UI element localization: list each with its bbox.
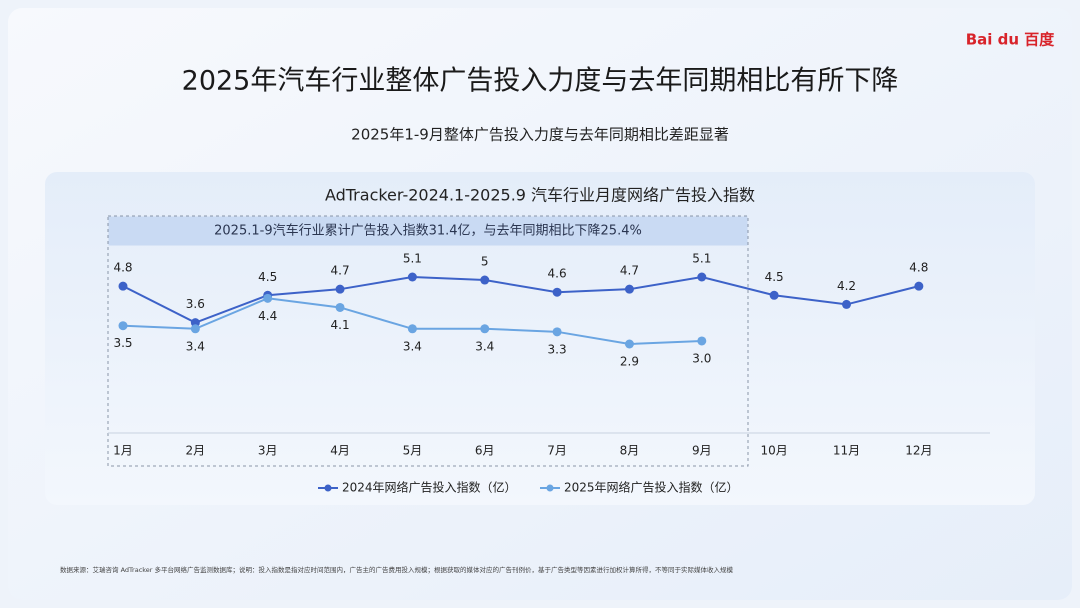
- data-point: [118, 281, 128, 291]
- x-tick-label: 12月: [905, 444, 932, 458]
- data-label: 4.5: [765, 270, 784, 284]
- data-label: 3.4: [403, 339, 422, 353]
- data-point: [697, 272, 707, 282]
- data-label: 4.6: [548, 267, 567, 281]
- x-tick-label: 8月: [620, 444, 640, 458]
- data-point: [624, 339, 634, 349]
- data-label: 4.4: [258, 309, 277, 323]
- x-tick-label: 6月: [475, 444, 495, 458]
- x-tick-label: 10月: [761, 444, 788, 458]
- data-label: 3.3: [548, 342, 567, 356]
- data-label: 3.0: [692, 351, 711, 365]
- title: 2025年汽车行业整体广告投入力度与去年同期相比有所下降: [182, 66, 899, 97]
- chart-panel: [45, 172, 1035, 505]
- data-point: [552, 327, 562, 337]
- logo: Bai du 百度: [966, 31, 1056, 49]
- x-tick-label: 7月: [547, 444, 567, 458]
- data-point: [118, 321, 128, 331]
- data-label: 5: [481, 255, 489, 269]
- subtitle: 2025年1-9月整体广告投入力度与去年同期相比差距显著: [351, 126, 729, 144]
- legend-dot: [546, 484, 554, 492]
- highlight-box: [107, 215, 749, 467]
- x-tick-label: 1月: [113, 444, 133, 458]
- data-point: [190, 324, 200, 334]
- source-note: 数据来源：艾瑞咨询 AdTracker 多平台网络广告监测数据库；说明：投入指数…: [60, 565, 734, 574]
- data-label: 3.6: [186, 297, 205, 311]
- data-point: [552, 287, 562, 297]
- data-label: 3.5: [113, 336, 132, 350]
- data-label: 4.2: [837, 279, 856, 293]
- data-point: [842, 299, 851, 309]
- annotation: 2025.1-9汽车行业累计广告投入指数31.4亿，与去年同期相比下降25.4%: [214, 223, 642, 239]
- data-label: 5.1: [403, 252, 422, 266]
- data-point: [480, 275, 490, 285]
- data-label: 4.5: [258, 270, 277, 284]
- data-label: 4.7: [331, 264, 350, 278]
- data-point: [407, 272, 417, 282]
- x-tick-label: 9月: [692, 444, 712, 458]
- x-tick-label: 4月: [330, 444, 350, 458]
- data-label: 5.1: [692, 252, 711, 266]
- chart-title: AdTracker-2024.1-2025.9 汽车行业月度网络广告投入指数: [325, 186, 755, 205]
- x-tick-label: 3月: [258, 444, 278, 458]
- data-label: 4.7: [620, 264, 639, 278]
- series-line: [122, 275, 920, 324]
- data-label: 4.8: [113, 261, 132, 275]
- data-label: 4.1: [331, 318, 350, 332]
- data-point: [624, 284, 634, 294]
- data-label: 3.4: [475, 339, 494, 353]
- data-point: [769, 290, 779, 300]
- data-point: [697, 336, 707, 346]
- annotation-band: [108, 216, 748, 246]
- x-tick-label: 2月: [186, 444, 206, 458]
- data-label: 4.8: [909, 261, 928, 275]
- legend-dot: [324, 484, 332, 492]
- data-point: [480, 324, 490, 334]
- legend-label: 2024年网络广告投入指数（亿）: [342, 480, 517, 495]
- data-point: [335, 284, 345, 294]
- x-tick-label: 5月: [403, 444, 423, 458]
- data-label: 3.4: [186, 339, 205, 353]
- x-tick-label: 11月: [833, 444, 860, 458]
- data-label: 2.9: [620, 355, 639, 369]
- data-point: [263, 293, 273, 303]
- data-point: [407, 324, 417, 334]
- data-point: [335, 302, 345, 312]
- data-point: [914, 281, 924, 291]
- legend-label: 2025年网络广告投入指数（亿）: [564, 480, 739, 495]
